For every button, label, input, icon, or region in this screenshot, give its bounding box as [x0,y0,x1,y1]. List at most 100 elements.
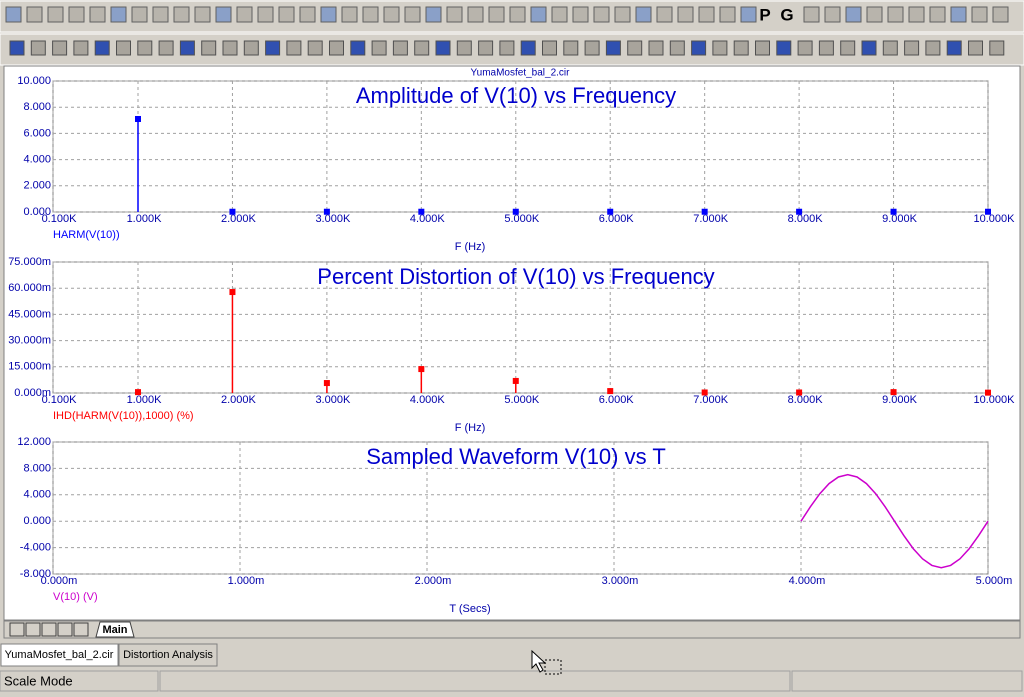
toolbar-button[interactable] [755,40,770,56]
toolbar-button[interactable] [542,40,557,56]
toolbar-button[interactable] [840,40,856,56]
sheet-prev[interactable] [25,622,41,637]
sheet-tab[interactable] [95,621,135,638]
toolbar-button[interactable] [776,40,792,56]
toolbar-button[interactable] [950,6,967,23]
toolbar-button[interactable] [908,6,925,23]
toolbar-button[interactable] [866,6,883,23]
toolbar-button[interactable] [73,40,89,56]
toolbar-button[interactable] [929,6,946,23]
toolbar-button[interactable] [698,6,715,23]
toolbar-button[interactable] [110,6,127,23]
toolbar-button[interactable] [677,6,694,23]
toolbar-button[interactable] [456,40,472,56]
sheet-next[interactable] [41,622,57,637]
toolbar-button[interactable] [68,6,85,23]
toolbar-button[interactable] [803,6,820,23]
toolbar-button[interactable] [551,6,568,23]
toolbar-button[interactable] [887,6,904,23]
toolbar-button[interactable] [499,40,515,56]
toolbar-button[interactable] [946,40,962,56]
toolbar-button[interactable] [669,40,685,56]
toolbar-button[interactable] [243,40,259,56]
toolbar-button[interactable] [656,6,673,23]
toolbar-button[interactable] [593,6,610,23]
toolbar-button[interactable] [467,6,484,23]
window-tab[interactable] [118,643,218,667]
toolbar-button[interactable] [520,40,536,56]
toolbar-button[interactable] [691,40,707,56]
toolbar-button[interactable] [712,40,728,56]
toolbar-button[interactable] [215,6,232,23]
toolbar-button[interactable] [845,6,862,23]
toolbar-button[interactable] [425,6,442,23]
sheet-first[interactable] [9,622,25,637]
toolbar-button[interactable] [47,6,64,23]
sheet-last[interactable] [57,622,73,637]
window-tab-label[interactable]: YumaMosfet_bal_2.cir [5,649,114,661]
toolbar-button[interactable] [719,6,736,23]
toolbar-button[interactable] [173,6,190,23]
toolbar-button[interactable] [818,40,834,56]
toolbar-button[interactable] [882,40,898,56]
toolbar-button[interactable] [383,6,400,23]
toolbar-button[interactable] [904,40,920,56]
toolbar-button[interactable] [740,6,757,23]
toolbar-button[interactable] [152,6,169,23]
toolbar-button[interactable] [614,6,631,23]
toolbar-button[interactable] [371,40,387,56]
toolbar-button[interactable] [733,40,749,56]
toolbar-button[interactable] [435,40,451,56]
toolbar-button[interactable] [341,6,358,23]
toolbar-button[interactable] [627,40,643,56]
toolbar-button[interactable] [257,6,274,23]
toolbar-button[interactable] [5,6,22,23]
toolbar-button[interactable] [446,6,463,23]
toolbar-button[interactable] [861,40,877,56]
toolbar-button[interactable] [201,40,217,56]
toolbar-button[interactable] [94,40,110,56]
toolbar-button[interactable] [137,40,153,56]
toolbar-button[interactable] [824,6,841,23]
toolbar-button[interactable] [179,40,195,56]
toolbar-button[interactable] [9,40,25,56]
sheet-tab-label[interactable]: Main [102,624,127,636]
toolbar-button[interactable] [563,40,579,56]
toolbar-button[interactable] [478,40,494,56]
toolbar-button[interactable] [158,40,174,56]
toolbar-button[interactable] [52,40,68,56]
toolbar-button[interactable] [131,6,148,23]
toolbar-button[interactable] [605,40,621,56]
toolbar-button[interactable] [925,40,941,56]
toolbar-button[interactable] [278,6,295,23]
toolbar-button[interactable] [392,40,408,56]
toolbar-button[interactable] [414,40,430,56]
toolbar-button[interactable] [329,40,344,56]
toolbar-letter[interactable]: P [759,5,770,24]
toolbar-letter[interactable]: G [780,5,793,24]
toolbar-button[interactable] [26,6,43,23]
toolbar-button[interactable] [648,40,664,56]
toolbar-button[interactable] [635,6,652,23]
toolbar-button[interactable] [509,6,526,23]
toolbar-button[interactable] [320,6,337,23]
window-tab-label[interactable]: Distortion Analysis [123,649,213,661]
window-tab[interactable] [0,643,119,667]
toolbar-button[interactable] [116,40,131,56]
toolbar-button[interactable] [299,6,316,23]
toolbar-button[interactable] [265,40,281,56]
toolbar-button[interactable] [989,40,1005,56]
toolbar-button[interactable] [584,40,600,56]
toolbar-button[interactable] [236,6,253,23]
toolbar-button[interactable] [30,40,46,56]
toolbar-button[interactable] [307,40,323,56]
toolbar-button[interactable] [797,40,813,56]
toolbar-button[interactable] [286,40,302,56]
sheet-end[interactable] [73,622,89,637]
toolbar-button[interactable] [530,6,547,23]
toolbar-button[interactable] [992,6,1009,23]
toolbar-button[interactable] [222,40,238,56]
toolbar-button[interactable] [350,40,366,56]
toolbar-button[interactable] [572,6,589,23]
toolbar-button[interactable] [968,40,983,56]
